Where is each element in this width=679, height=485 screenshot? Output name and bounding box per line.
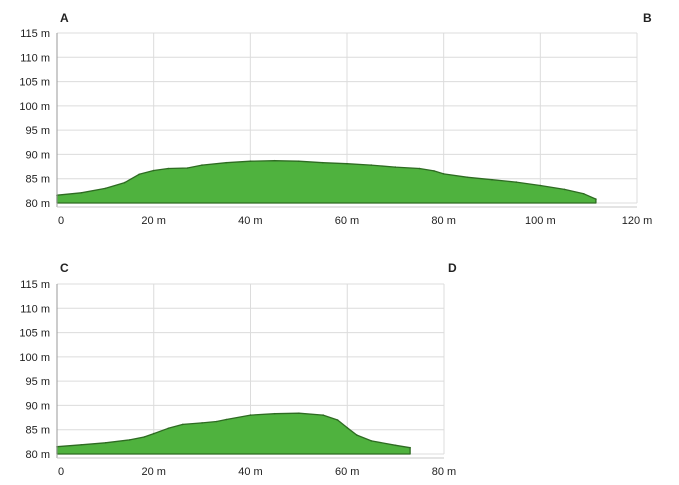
elevation-point: [297, 160, 300, 162]
elevation-point: [128, 439, 131, 441]
elevation-point: [215, 420, 218, 423]
elevation-point: [138, 173, 140, 176]
x-tick-label: 20 m: [141, 215, 165, 227]
y-tick-label: 105 m: [19, 328, 50, 340]
elevation-point: [249, 414, 252, 416]
profile-start-label: A: [60, 11, 69, 25]
elevation-point: [322, 414, 324, 416]
elevation-point: [370, 164, 373, 166]
chart-2: 80 m 85 m 90 m 95 m 100 m 105 m 110 m 115 m 0 20 …: [19, 261, 457, 478]
elevation-point: [167, 427, 170, 430]
y-tick-label: 95 m: [26, 125, 50, 137]
elevation-point: [153, 432, 155, 435]
elevation-point: [418, 167, 421, 170]
elevation-point: [225, 161, 227, 164]
y-tick-label: 115 m: [20, 28, 50, 40]
elevation-point: [583, 193, 585, 195]
y-tick-label: 90 m: [26, 149, 50, 161]
elevation-point: [394, 166, 397, 168]
elevation-area: [56, 160, 597, 204]
x-tick-label: 40 m: [238, 466, 262, 478]
x-tick-label: 20 m: [142, 466, 166, 478]
elevation-point: [104, 442, 107, 444]
elevation-point: [322, 161, 324, 164]
elevation-point: [336, 419, 339, 421]
elevation-point: [273, 159, 276, 162]
elevation-point: [143, 436, 145, 438]
x-tick-label: 80 m: [431, 215, 455, 227]
elevation-point: [346, 162, 348, 165]
elevation-point: [515, 181, 517, 183]
elevation-point: [152, 169, 155, 172]
elevation-point: [201, 422, 203, 424]
elevation-point: [442, 173, 445, 175]
elevation-point: [370, 440, 373, 442]
elevation-point: [80, 192, 82, 194]
elevation-point: [225, 418, 228, 421]
y-tick-label: 85 m: [26, 425, 50, 437]
elevation-point: [298, 412, 300, 415]
elevation-point: [409, 446, 411, 449]
x-tick-label: 40 m: [238, 215, 262, 227]
elevation-point: [104, 187, 107, 190]
elevation-point: [80, 444, 82, 446]
y-tick-label: 110 m: [20, 52, 50, 64]
elevation-area: [56, 412, 411, 455]
elevation-point: [201, 164, 203, 166]
y-tick-label: 80 m: [26, 449, 50, 461]
chart-1: 80 m 85 m 90 m 95 m 100 m 105 m 110 m 115 m 0 20 …: [19, 11, 652, 227]
y-tick-label: 90 m: [26, 400, 50, 412]
x-tick-label: 60 m: [335, 215, 359, 227]
profile-end-label: B: [643, 11, 652, 25]
elevation-point: [123, 181, 126, 184]
elevation-point: [182, 423, 184, 426]
elevation-point: [563, 188, 566, 191]
y-tick-label: 95 m: [26, 376, 50, 388]
elevation-point: [186, 167, 189, 169]
y-tick-label: 100 m: [19, 101, 50, 113]
y-tick-label: 80 m: [26, 198, 50, 210]
elevation-point: [467, 176, 469, 179]
elevation-point: [433, 170, 435, 172]
x-tick-label: 80 m: [432, 466, 456, 478]
y-tick-label: 85 m: [26, 174, 50, 186]
x-tick-label: 120 m: [622, 215, 653, 227]
elevation-point: [249, 160, 252, 162]
elevation-point: [346, 427, 349, 429]
profile-start-label: C: [60, 261, 69, 275]
x-tick-label: 0: [58, 466, 64, 478]
elevation-point: [595, 198, 597, 200]
x-tick-label: 100 m: [525, 215, 556, 227]
y-tick-label: 100 m: [19, 352, 50, 364]
y-tick-label: 110 m: [20, 303, 50, 315]
elevation-point: [273, 412, 276, 415]
elevation-point: [167, 167, 169, 170]
elevation-point: [356, 434, 358, 436]
y-tick-label: 105 m: [19, 77, 50, 89]
profile-end-label: D: [448, 261, 457, 275]
x-tick-label: 0: [58, 215, 64, 227]
elevation-point: [394, 444, 397, 447]
elevation-point: [539, 184, 542, 187]
elevation-point: [491, 178, 493, 181]
y-tick-label: 115 m: [20, 279, 50, 291]
x-tick-label: 60 m: [335, 466, 359, 478]
